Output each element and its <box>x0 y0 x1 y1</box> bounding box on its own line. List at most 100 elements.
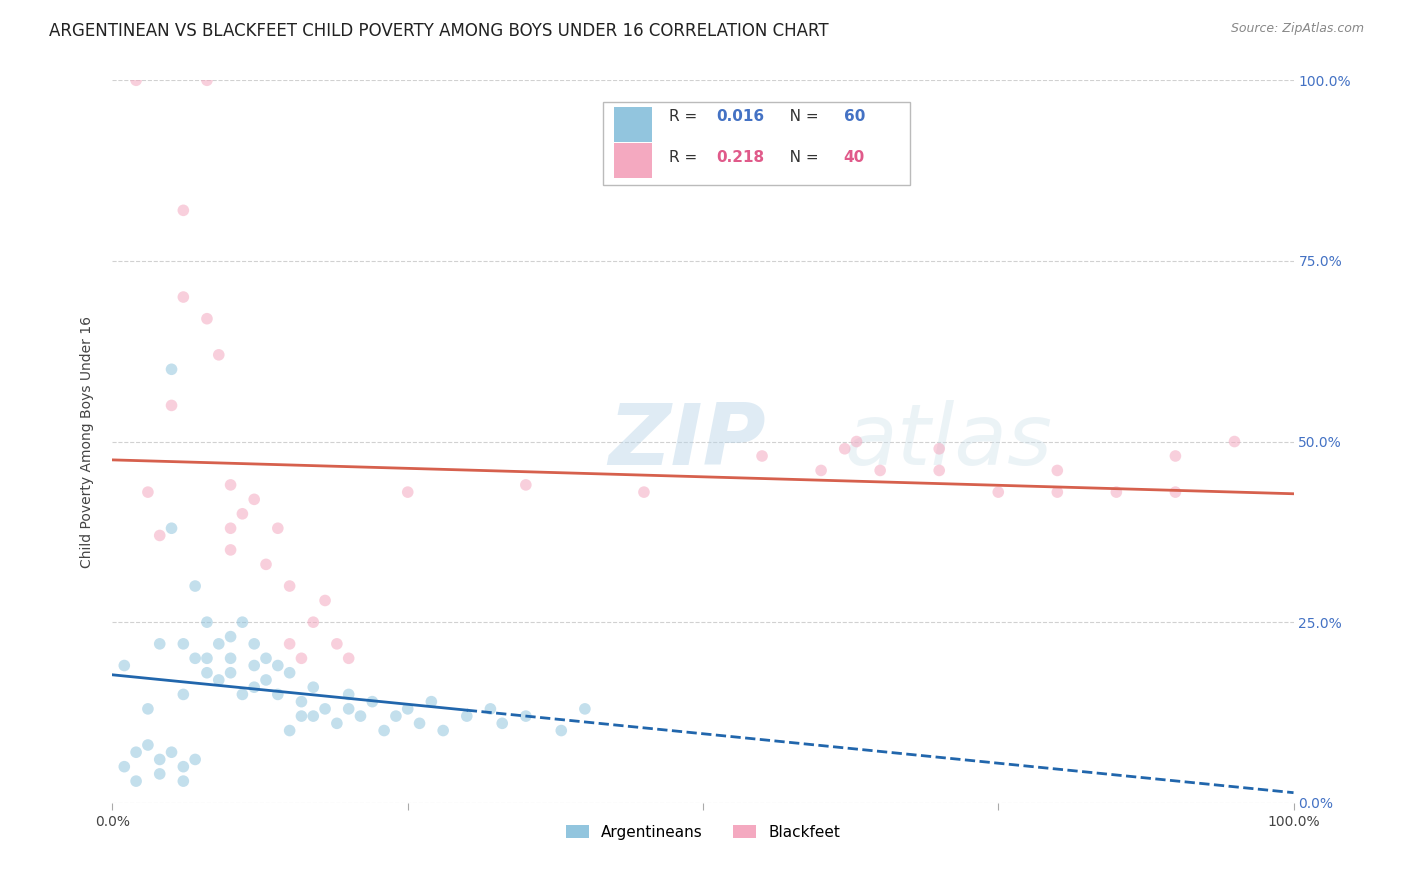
Point <box>195 665 218 680</box>
Point <box>172 760 194 774</box>
Point <box>231 507 253 521</box>
Point <box>278 579 301 593</box>
Point <box>1105 485 1128 500</box>
Point <box>987 485 1010 500</box>
Point <box>810 463 832 477</box>
Point <box>254 558 277 572</box>
Point <box>172 203 194 218</box>
Legend: Argentineans, Blackfeet: Argentineans, Blackfeet <box>560 819 846 846</box>
Point <box>160 398 183 412</box>
Point <box>337 702 360 716</box>
Text: ARGENTINEAN VS BLACKFEET CHILD POVERTY AMONG BOYS UNDER 16 CORRELATION CHART: ARGENTINEAN VS BLACKFEET CHILD POVERTY A… <box>49 22 828 40</box>
Point <box>373 723 395 738</box>
Point <box>633 485 655 500</box>
Point <box>267 687 290 701</box>
Point <box>231 615 253 630</box>
Y-axis label: Child Poverty Among Boys Under 16: Child Poverty Among Boys Under 16 <box>80 316 94 567</box>
Point <box>149 637 172 651</box>
Point <box>219 478 242 492</box>
Point <box>184 651 207 665</box>
Point <box>420 695 443 709</box>
Point <box>125 774 148 789</box>
Point <box>254 673 277 687</box>
Point <box>208 348 231 362</box>
Text: 40: 40 <box>844 151 865 165</box>
Text: 60: 60 <box>844 109 865 124</box>
Point <box>928 463 950 477</box>
Point <box>456 709 478 723</box>
Point <box>1046 463 1069 477</box>
Point <box>1223 434 1246 449</box>
Point <box>314 702 336 716</box>
FancyBboxPatch shape <box>614 143 652 178</box>
Point <box>396 485 419 500</box>
Point <box>479 702 502 716</box>
Point <box>160 521 183 535</box>
Point <box>869 463 891 477</box>
Point <box>349 709 371 723</box>
Text: R =: R = <box>669 109 702 124</box>
Text: R =: R = <box>669 151 702 165</box>
Point <box>302 680 325 694</box>
Text: ZIP: ZIP <box>609 400 766 483</box>
Point <box>219 665 242 680</box>
Point <box>1164 485 1187 500</box>
Point <box>231 687 253 701</box>
Point <box>136 485 159 500</box>
Point <box>125 745 148 759</box>
Point <box>219 651 242 665</box>
Point <box>243 680 266 694</box>
Point <box>112 658 135 673</box>
Point <box>149 767 172 781</box>
Point <box>326 716 349 731</box>
Point <box>172 290 194 304</box>
Point <box>195 615 218 630</box>
Point <box>396 702 419 716</box>
Point <box>219 630 242 644</box>
FancyBboxPatch shape <box>603 102 910 185</box>
Point <box>172 687 194 701</box>
Point <box>550 723 572 738</box>
Point <box>195 73 218 87</box>
Point <box>219 542 242 557</box>
Point <box>184 752 207 766</box>
Point <box>385 709 408 723</box>
Point <box>184 579 207 593</box>
Point <box>278 637 301 651</box>
Text: N =: N = <box>775 109 824 124</box>
Point <box>219 521 242 535</box>
Text: N =: N = <box>775 151 824 165</box>
Point <box>302 709 325 723</box>
Point <box>1046 485 1069 500</box>
Point <box>149 528 172 542</box>
Point <box>337 651 360 665</box>
Point <box>491 716 513 731</box>
Point <box>290 651 312 665</box>
Point <box>751 449 773 463</box>
Point <box>208 673 231 687</box>
Point <box>290 709 312 723</box>
Point <box>515 709 537 723</box>
Text: 0.016: 0.016 <box>716 109 763 124</box>
Point <box>172 774 194 789</box>
Text: atlas: atlas <box>845 400 1053 483</box>
Point <box>845 434 868 449</box>
Point <box>195 311 218 326</box>
Text: 0.218: 0.218 <box>716 151 763 165</box>
Point <box>160 362 183 376</box>
Point <box>928 442 950 456</box>
Point <box>1164 449 1187 463</box>
Text: Source: ZipAtlas.com: Source: ZipAtlas.com <box>1230 22 1364 36</box>
Point <box>136 702 159 716</box>
Point <box>361 695 384 709</box>
Point <box>278 723 301 738</box>
Point <box>834 442 856 456</box>
Point <box>326 637 349 651</box>
Point <box>254 651 277 665</box>
Point <box>337 687 360 701</box>
Point <box>243 658 266 673</box>
Point <box>243 637 266 651</box>
Point <box>136 738 159 752</box>
Point <box>172 637 194 651</box>
Point <box>208 637 231 651</box>
